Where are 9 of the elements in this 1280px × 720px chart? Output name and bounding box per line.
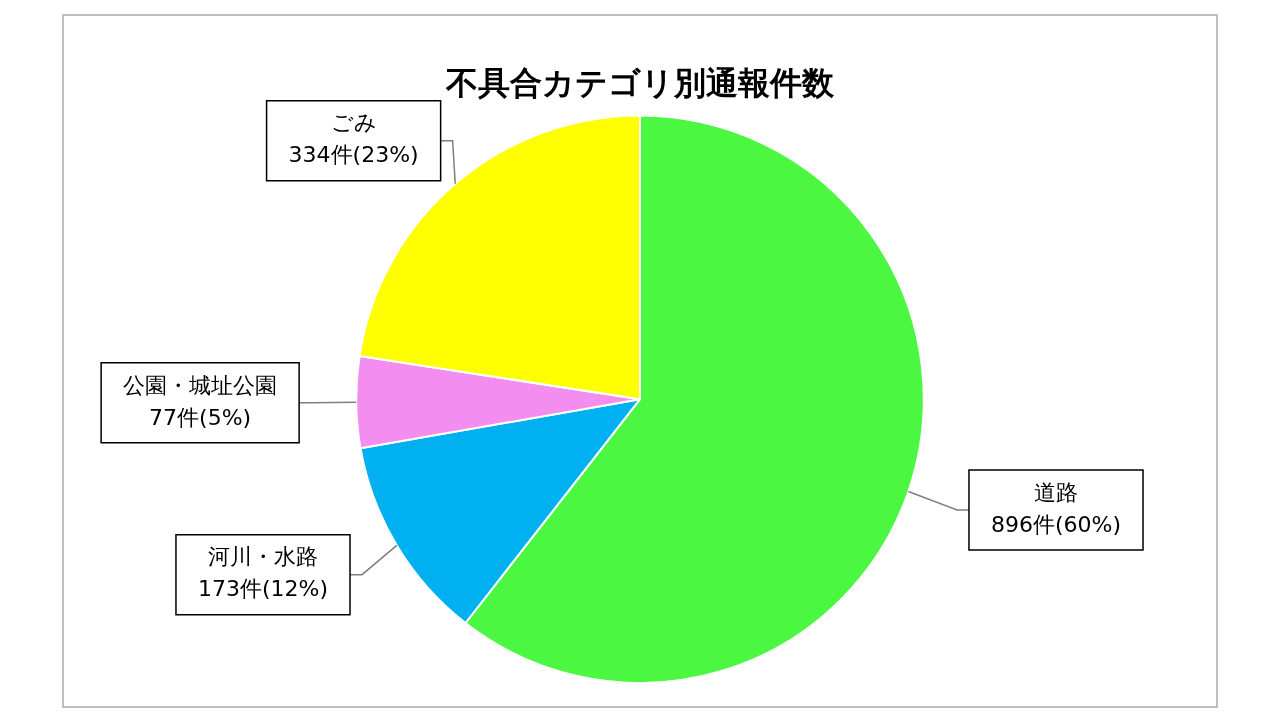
slice-label: 公園・城址公園	[123, 372, 278, 398]
chart-title: 不具合カテゴリ別通報件数	[445, 63, 835, 102]
data-label: 173件(12%)	[197, 576, 329, 602]
data-label: 334件(23%)	[288, 142, 419, 168]
slice-label: 道路	[1033, 479, 1078, 505]
data-label: 896件(60%)	[990, 511, 1122, 537]
slice-label: ごみ	[330, 110, 377, 136]
data-label: 77件(5%)	[149, 404, 252, 430]
slice-label: 河川・水路	[207, 544, 318, 570]
